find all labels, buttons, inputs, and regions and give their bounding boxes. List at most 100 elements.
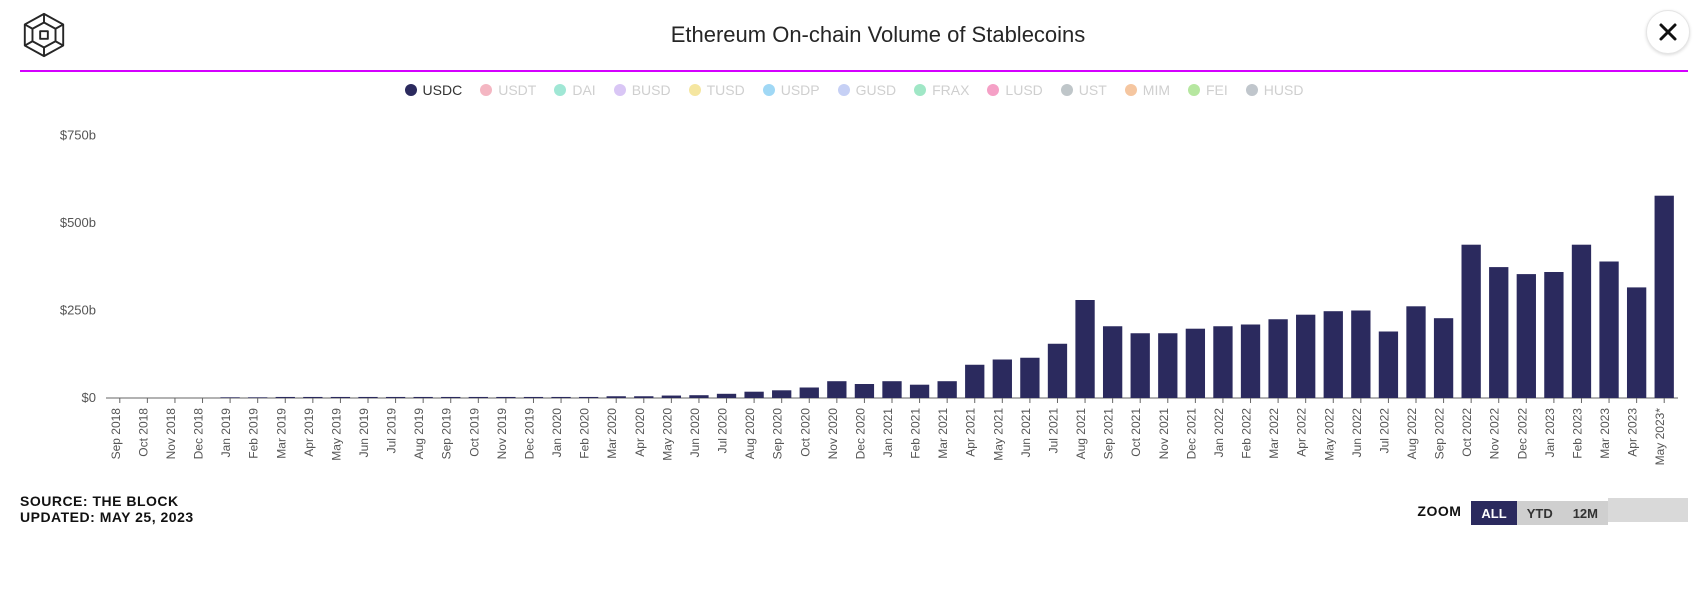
bar[interactable] <box>744 392 763 398</box>
bar[interactable] <box>276 397 295 398</box>
swatch-icon <box>914 84 926 96</box>
svg-text:Jan 2023: Jan 2023 <box>1543 408 1557 458</box>
bar[interactable] <box>607 396 626 398</box>
bar[interactable] <box>1020 358 1039 398</box>
updated-value: MAY 25, 2023 <box>100 509 194 525</box>
swatch-icon <box>1246 84 1258 96</box>
svg-text:$750b: $750b <box>60 128 96 143</box>
bar[interactable] <box>1544 272 1563 398</box>
bar[interactable] <box>662 396 681 398</box>
legend-item-frax[interactable]: FRAX <box>914 82 969 98</box>
legend-item-ust[interactable]: UST <box>1061 82 1107 98</box>
bar[interactable] <box>496 397 515 398</box>
bar[interactable] <box>1213 326 1232 398</box>
zoom-ytd-button[interactable]: YTD <box>1517 501 1563 525</box>
bar[interactable] <box>938 381 957 398</box>
svg-text:Jan 2022: Jan 2022 <box>1212 408 1226 458</box>
bar[interactable] <box>910 385 929 398</box>
legend-item-fei[interactable]: FEI <box>1188 82 1228 98</box>
bar[interactable] <box>1048 344 1067 398</box>
zoom-blank-button[interactable] <box>1608 498 1648 522</box>
bar[interactable] <box>1158 333 1177 398</box>
bar[interactable] <box>717 394 736 398</box>
bar[interactable] <box>1103 326 1122 398</box>
bar[interactable] <box>1572 245 1591 398</box>
bar[interactable] <box>414 397 433 398</box>
legend-item-dai[interactable]: DAI <box>554 82 595 98</box>
legend-item-usdc[interactable]: USDC <box>405 82 463 98</box>
svg-text:Apr 2019: Apr 2019 <box>302 408 316 457</box>
bar[interactable] <box>469 397 488 398</box>
legend-item-usdp[interactable]: USDP <box>763 82 820 98</box>
zoom-all-button[interactable]: ALL <box>1471 501 1516 525</box>
zoom-12m-button[interactable]: 12M <box>1563 501 1608 525</box>
bar[interactable] <box>441 397 460 398</box>
legend-item-mim[interactable]: MIM <box>1125 82 1170 98</box>
svg-text:Nov 2020: Nov 2020 <box>826 408 840 460</box>
bar[interactable] <box>1627 287 1646 398</box>
bar[interactable] <box>1351 311 1370 399</box>
bar[interactable] <box>1241 325 1260 399</box>
legend-item-busd[interactable]: BUSD <box>614 82 671 98</box>
bar[interactable] <box>303 397 322 398</box>
bar[interactable] <box>524 397 543 398</box>
legend-item-husd[interactable]: HUSD <box>1246 82 1304 98</box>
bar[interactable] <box>1186 329 1205 398</box>
bar[interactable] <box>1434 318 1453 398</box>
close-button[interactable] <box>1646 10 1690 54</box>
bar[interactable] <box>634 396 653 398</box>
legend-label: FEI <box>1206 82 1228 98</box>
bar[interactable] <box>551 397 570 398</box>
svg-text:Feb 2021: Feb 2021 <box>909 408 923 459</box>
legend-item-tusd[interactable]: TUSD <box>689 82 745 98</box>
bar[interactable] <box>772 390 791 398</box>
bar[interactable] <box>358 397 377 398</box>
svg-text:May 2021: May 2021 <box>991 408 1005 461</box>
chart-container: Ethereum On-chain Volume of Stablecoins … <box>0 0 1708 589</box>
bar[interactable] <box>1517 274 1536 398</box>
bar[interactable] <box>1379 332 1398 399</box>
legend-label: FRAX <box>932 82 969 98</box>
legend-item-usdt[interactable]: USDT <box>480 82 536 98</box>
footer: SOURCE: THE BLOCK UPDATED: MAY 25, 2023 … <box>0 493 1708 533</box>
bar[interactable] <box>1268 319 1287 398</box>
legend-label: BUSD <box>632 82 671 98</box>
legend-item-gusd[interactable]: GUSD <box>838 82 896 98</box>
bar[interactable] <box>1131 333 1150 398</box>
bar[interactable] <box>882 381 901 398</box>
svg-text:Dec 2019: Dec 2019 <box>522 408 536 460</box>
legend-item-lusd[interactable]: LUSD <box>987 82 1042 98</box>
bar[interactable] <box>1406 306 1425 398</box>
svg-text:Sep 2018: Sep 2018 <box>109 408 123 460</box>
bar[interactable] <box>1489 267 1508 398</box>
bar[interactable] <box>579 397 598 398</box>
source-label: SOURCE: <box>20 493 88 509</box>
swatch-icon <box>1125 84 1137 96</box>
svg-text:Dec 2018: Dec 2018 <box>192 408 206 460</box>
bar[interactable] <box>800 388 819 399</box>
source-block: SOURCE: THE BLOCK UPDATED: MAY 25, 2023 <box>20 493 194 525</box>
close-icon <box>1658 22 1678 42</box>
bar[interactable] <box>689 395 708 398</box>
bar[interactable] <box>993 360 1012 399</box>
bar[interactable] <box>220 397 239 398</box>
svg-text:Jan 2020: Jan 2020 <box>550 408 564 458</box>
bar[interactable] <box>1296 315 1315 398</box>
svg-text:Mar 2023: Mar 2023 <box>1598 408 1612 459</box>
bar[interactable] <box>1655 196 1674 398</box>
bar[interactable] <box>331 397 350 398</box>
svg-text:Jun 2021: Jun 2021 <box>1019 408 1033 458</box>
bar[interactable] <box>386 397 405 398</box>
bar[interactable] <box>1462 245 1481 398</box>
svg-text:Apr 2020: Apr 2020 <box>633 408 647 457</box>
bar[interactable] <box>1075 300 1094 398</box>
bar[interactable] <box>965 365 984 398</box>
bar[interactable] <box>1324 311 1343 398</box>
svg-text:Jul 2022: Jul 2022 <box>1377 408 1391 454</box>
zoom-blank-button[interactable] <box>1648 498 1688 522</box>
bar[interactable] <box>248 397 267 398</box>
svg-text:Apr 2022: Apr 2022 <box>1295 408 1309 457</box>
bar[interactable] <box>1599 262 1618 399</box>
bar[interactable] <box>827 381 846 398</box>
bar[interactable] <box>855 384 874 398</box>
